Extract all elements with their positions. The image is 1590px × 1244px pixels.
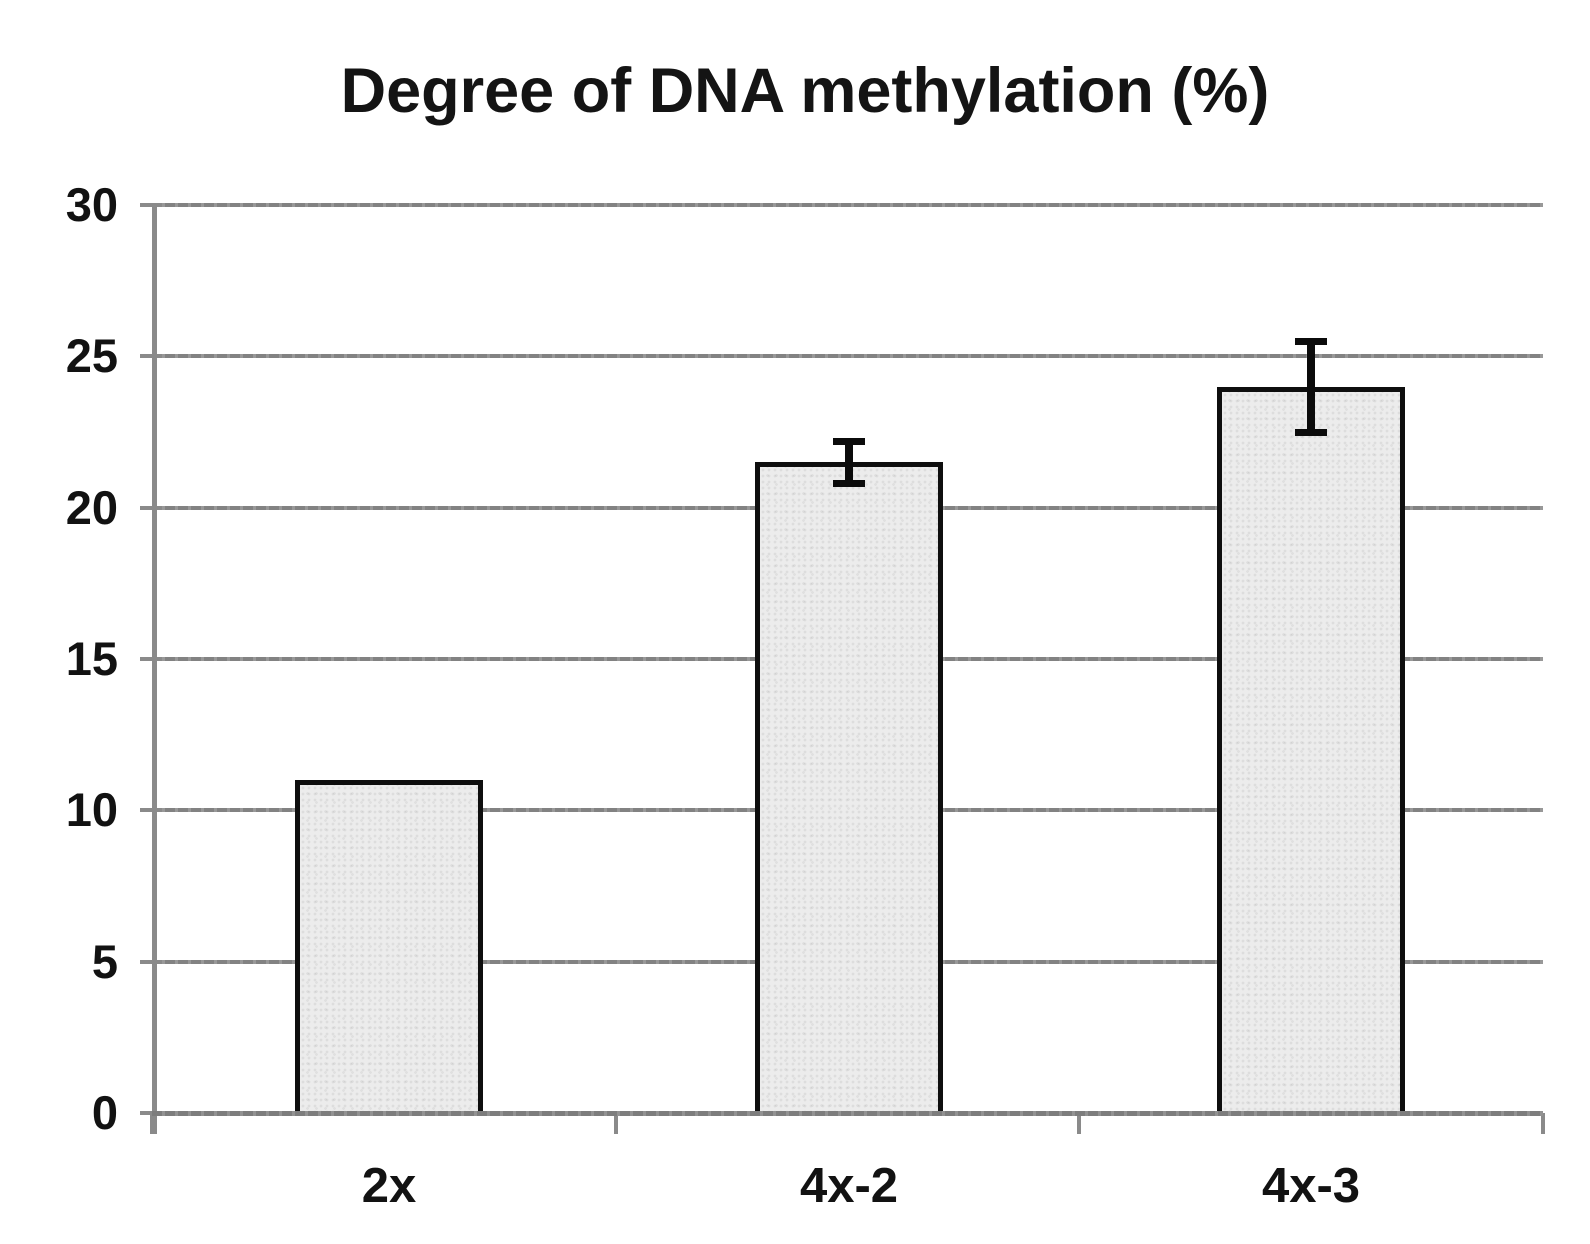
x-axis-category-label: 4x-3 [1261,1159,1361,1213]
y-axis-tick-label: 25 [65,329,118,383]
y-axis-tick-label: 5 [91,934,118,988]
x-axis-category-label: 2x [361,1159,417,1213]
gridline-30 [152,203,1543,207]
x-axis-tick [1541,1113,1545,1134]
y-axis-tick [140,808,162,813]
y-axis-tick [140,354,162,359]
x-axis-tick [150,1113,154,1134]
error-bar-cap-4x-2 [833,437,865,445]
y-axis-tick [140,203,162,207]
bar-4x-3 [1217,386,1405,1113]
x-axis-tick [1077,1113,1082,1134]
error-bar-line-4x-3 [1307,341,1315,432]
y-axis-tick-label: 30 [65,178,118,231]
y-axis-line [152,203,157,1134]
bar-4x-2 [755,462,943,1113]
bar-2x [295,780,483,1113]
y-axis-tick [140,505,162,510]
error-bar-cap-4x-2 [833,479,865,487]
x-axis-category-label: 4x-2 [799,1159,899,1213]
y-axis-tick [140,959,162,964]
error-bar-cap-4x-3 [1295,428,1327,436]
gridline-25 [152,354,1543,359]
x-axis-tick [613,1113,618,1134]
error-bar-line-4x-2 [845,441,853,484]
y-axis-tick-label: 20 [65,480,118,534]
chart-title: Degree of DNA methylation (%) [340,56,1270,126]
x-axis-line [152,1111,1543,1116]
y-axis-tick-label: 15 [65,632,118,685]
error-bar-cap-4x-3 [1295,337,1327,345]
y-axis-tick-label: 10 [65,783,118,837]
y-axis-tick [140,657,162,661]
y-axis-tick-label: 0 [91,1086,118,1139]
